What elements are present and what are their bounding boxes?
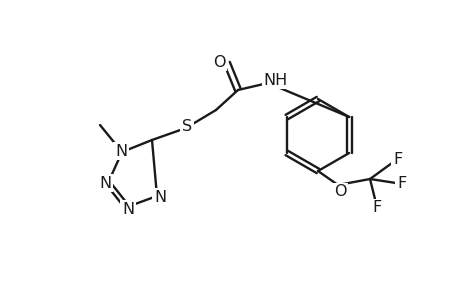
Text: F: F <box>372 200 381 215</box>
Text: O: O <box>212 55 225 70</box>
Text: N: N <box>115 143 127 158</box>
Text: NH: NH <box>263 73 287 88</box>
Text: F: F <box>397 176 406 191</box>
Text: F: F <box>392 152 402 166</box>
Text: S: S <box>182 118 192 134</box>
Text: N: N <box>99 176 111 190</box>
Text: N: N <box>122 202 134 217</box>
Text: O: O <box>333 184 346 200</box>
Text: N: N <box>154 190 166 205</box>
